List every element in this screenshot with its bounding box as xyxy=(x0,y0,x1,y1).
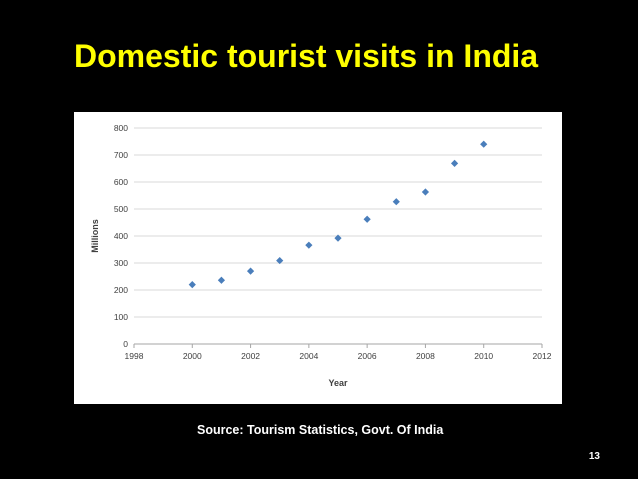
x-tick-label: 2012 xyxy=(533,351,552,361)
y-tick-label: 800 xyxy=(114,123,128,133)
data-point xyxy=(305,241,313,249)
source-note: Source: Tourism Statistics, Govt. Of Ind… xyxy=(197,423,444,437)
data-point xyxy=(217,276,226,284)
data-point xyxy=(421,188,430,196)
x-tick-label: 2010 xyxy=(474,351,493,361)
data-point xyxy=(363,215,371,223)
data-point xyxy=(188,281,196,289)
y-tick-label: 500 xyxy=(114,204,128,214)
scatter-chart: 0 100 200 300 400 500 600 700 800 1998 2000 2002 200… xyxy=(90,123,552,388)
y-tick-label: 400 xyxy=(114,231,128,241)
x-tick-label: 2008 xyxy=(416,351,435,361)
data-point xyxy=(480,140,488,148)
chart-panel: 0 100 200 300 400 500 600 700 800 1998 2000 2002 200… xyxy=(74,112,562,404)
data-point xyxy=(392,198,400,206)
page-number: 13 xyxy=(588,451,600,462)
y-tick-label: 0 xyxy=(123,339,128,349)
y-tick-label: 600 xyxy=(114,177,128,187)
y-tick-label: 200 xyxy=(114,285,128,295)
x-tick-label: 2004 xyxy=(299,351,318,361)
data-point xyxy=(450,159,459,167)
data-point xyxy=(276,256,284,265)
y-tick-label: 100 xyxy=(114,312,128,322)
x-tick-label: 2000 xyxy=(183,351,202,361)
x-tick-label: 1998 xyxy=(125,351,144,361)
slide-title: Domestic tourist visits in India xyxy=(74,38,539,74)
data-point xyxy=(334,234,342,242)
data-point xyxy=(246,267,255,275)
x-axis-title: Year xyxy=(328,378,348,388)
y-axis-title: Millions xyxy=(90,219,100,253)
x-tick-label: 2002 xyxy=(241,351,260,361)
x-tick-label: 2006 xyxy=(358,351,377,361)
y-tick-label: 700 xyxy=(114,150,128,160)
y-tick-label: 300 xyxy=(114,258,128,268)
